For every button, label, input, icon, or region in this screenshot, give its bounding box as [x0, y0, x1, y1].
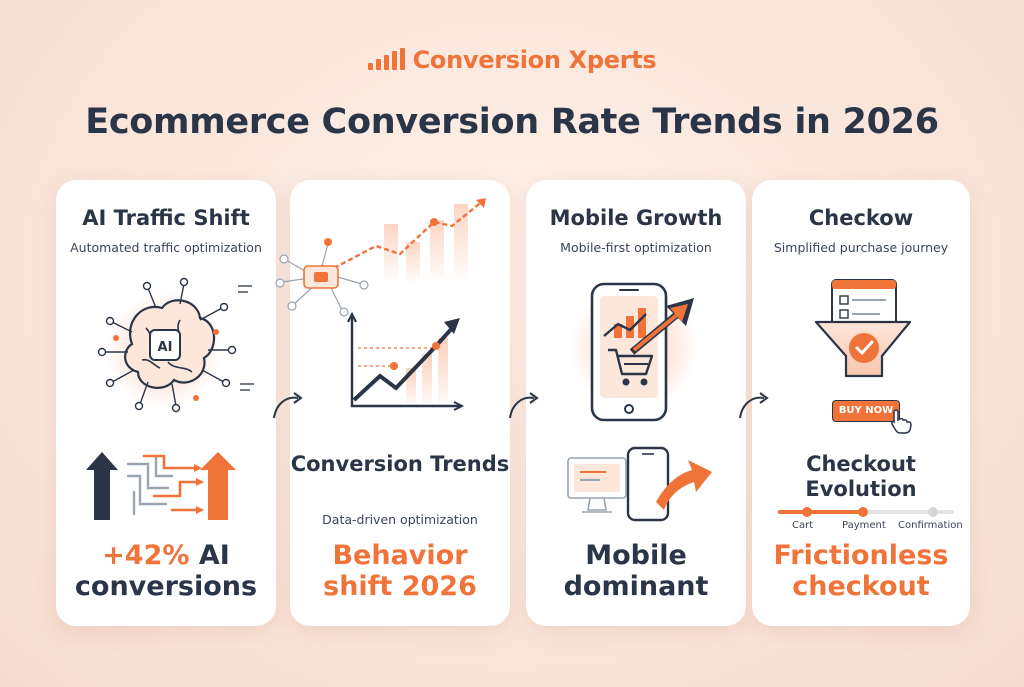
pointer-hand-icon — [891, 409, 912, 434]
arrow-right-icon — [509, 392, 539, 419]
devices-icon — [567, 446, 712, 522]
progress-fill — [778, 510, 866, 514]
checkout-progress — [778, 507, 954, 517]
card-headline: +42% AI conversions — [56, 540, 276, 602]
step-label-payment: Payment — [842, 520, 886, 531]
card-conversion-trends: Conversion Trends Data-driven optimizati… — [275, 180, 510, 626]
card-headline: Frictionless checkout — [773, 540, 949, 603]
section-title: Checkout Evolution — [805, 452, 917, 502]
arrow-right-icon — [739, 392, 769, 419]
brand-name: Conversion Xperts — [412, 46, 657, 74]
headline-conversions: conversions — [74, 571, 258, 603]
page-title: Ecommerce Conversion Rate Trends in 2026 — [85, 102, 939, 142]
ai-brain-icon: AI — [97, 277, 254, 413]
card-title: Mobile Growth — [549, 206, 723, 230]
card-title: Checkow — [808, 206, 914, 230]
traffic-arrows-icon — [86, 452, 236, 520]
step-label-confirmation: Confirmation — [898, 520, 963, 531]
step-dot-confirmation — [928, 507, 938, 517]
card-subtitle: Data-driven optimization — [322, 512, 478, 527]
step-label-cart: Cart — [792, 520, 814, 531]
arrow-right-icon — [273, 392, 303, 419]
headline-percent: +42% — [102, 540, 190, 571]
card-checkout: Checkow Simplified purchase journey BUY … — [752, 180, 970, 626]
checkout-funnel-icon — [814, 279, 912, 378]
smartphone-cart-icon — [570, 282, 698, 422]
card-subtitle: Simplified purchase journey — [773, 240, 949, 255]
ai-chip-label: AI — [158, 340, 173, 355]
buy-now-button[interactable]: BUY NOW — [832, 400, 900, 422]
headline-ai: AI — [198, 540, 230, 571]
card-subtitle: Mobile-first optimization — [560, 240, 712, 255]
step-dot-payment — [858, 507, 868, 517]
card-title: Conversion Trends — [290, 452, 510, 476]
card-ai-traffic: AI Traffic Shift Automated traffic optim… — [56, 180, 276, 626]
card-headline: Mobile dominant — [563, 540, 709, 603]
brand-logo: Conversion Xperts — [0, 46, 1024, 74]
step-dot-cart — [802, 507, 812, 517]
card-headline: Behavior shift 2026 — [323, 540, 477, 603]
card-mobile-growth: Mobile Growth Mobile-first optimization — [526, 180, 746, 626]
card-title: AI Traffic Shift — [82, 206, 250, 230]
growth-network-icon — [275, 198, 486, 317]
card-subtitle: Automated traffic optimization — [70, 240, 262, 255]
bar-chart-logo-icon — [367, 48, 405, 70]
trend-chart-icon — [347, 311, 465, 411]
